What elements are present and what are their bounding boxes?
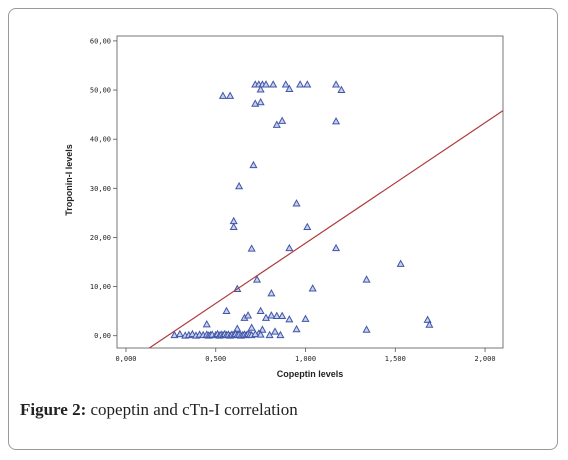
data-point (256, 97, 265, 106)
data-point (303, 222, 312, 231)
y-tick-label: 40,00 (90, 136, 111, 144)
y-tick-label: 60,00 (90, 37, 111, 45)
x-tick-label: 2,000 (475, 355, 496, 363)
data-point (267, 311, 276, 319)
y-tick-label: 10,00 (90, 283, 111, 291)
data-point (278, 116, 287, 124)
data-point (285, 315, 294, 323)
data-point (256, 306, 265, 315)
data-point (251, 99, 260, 107)
data-point (308, 284, 317, 292)
data-point (285, 84, 294, 92)
data-point (301, 314, 310, 322)
y-tick-label: 50,00 (90, 87, 111, 95)
data-point (267, 289, 276, 297)
ticks-layer: 0,000 0,500 1,000 1,500 2,000 0,00 10,00 20,00 3… (90, 37, 496, 363)
figure-caption: Figure 2: copeptin and cTn-I correlation (20, 400, 298, 420)
points-layer (170, 80, 434, 339)
data-point (261, 80, 271, 88)
data-point (281, 80, 290, 88)
data-point (425, 320, 434, 328)
data-point (229, 222, 238, 231)
x-tick-label: 0,000 (115, 355, 136, 363)
data-point (331, 80, 341, 88)
y-tick-label: 30,00 (90, 185, 111, 193)
data-point (292, 199, 301, 207)
data-point (226, 91, 235, 99)
data-point (337, 85, 346, 93)
fit-line (148, 110, 504, 349)
data-point (247, 244, 256, 252)
data-point (235, 181, 244, 190)
data-point (170, 330, 179, 339)
data-point (362, 275, 371, 283)
data-point (272, 120, 281, 128)
data-point (256, 85, 265, 93)
data-point (296, 80, 305, 88)
x-tick-label: 1,500 (385, 355, 406, 363)
data-point (249, 160, 258, 169)
data-point (175, 329, 184, 338)
data-point (269, 80, 278, 88)
data-point (265, 330, 274, 339)
data-point (261, 313, 271, 321)
data-point (218, 91, 227, 99)
data-point (202, 319, 211, 328)
data-point (222, 306, 231, 315)
data-point (362, 325, 371, 333)
y-tick-label: 0,00 (94, 332, 111, 340)
data-point (331, 117, 341, 125)
x-axis-title: Copeptin levels (277, 369, 344, 379)
data-point (251, 329, 260, 338)
y-tick-label: 20,00 (90, 234, 111, 242)
data-point (303, 80, 312, 88)
figure-label: Figure 2: (20, 400, 87, 419)
plot-area (116, 35, 504, 349)
data-point (252, 275, 262, 283)
data-point (270, 327, 280, 335)
data-point (278, 311, 287, 319)
data-point (292, 324, 301, 333)
y-axis-title: Troponin-I levels (64, 144, 74, 216)
data-point (285, 243, 294, 252)
data-point (247, 323, 256, 331)
data-point (331, 243, 341, 252)
data-point (244, 311, 253, 319)
x-tick-label: 0,500 (205, 355, 226, 363)
x-tick-label: 1,000 (295, 355, 316, 363)
data-point (396, 259, 405, 267)
data-point (256, 330, 265, 338)
data-point (272, 311, 281, 319)
figure-caption-text: copeptin and cTn-I correlation (86, 400, 298, 419)
data-point (276, 330, 285, 339)
